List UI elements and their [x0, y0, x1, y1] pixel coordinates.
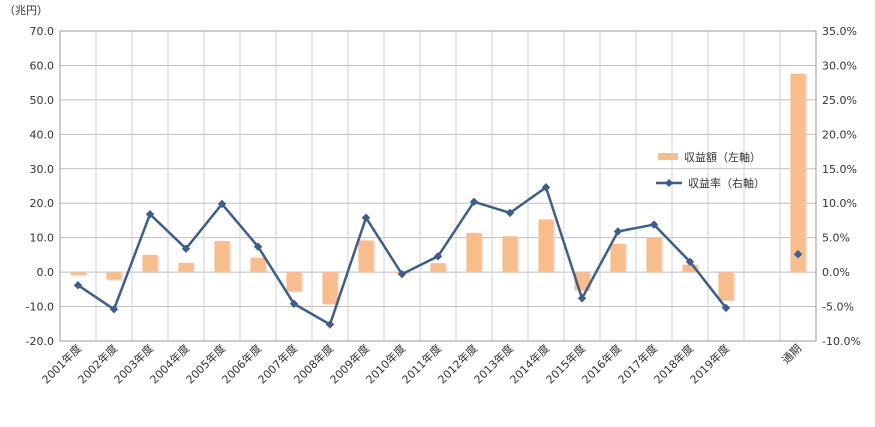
- right-tick-label: 35.0%: [822, 25, 857, 38]
- line-marker: [649, 220, 659, 229]
- legend-swatch-marker: [665, 179, 673, 187]
- right-tick-label: 15.0%: [822, 163, 857, 176]
- right-tick-label: 0.0%: [822, 266, 850, 279]
- left-tick-label: 30.0: [30, 163, 55, 176]
- bar: [502, 236, 518, 273]
- line-marker: [685, 257, 695, 266]
- line-marker: [613, 227, 623, 236]
- line-marker: [433, 252, 443, 261]
- line-marker: [361, 213, 371, 222]
- right-tick-label: -10.0%: [822, 335, 861, 348]
- line-marker: [73, 281, 83, 290]
- plot-frame: [59, 30, 817, 342]
- legend-label-bar: 収益額（左軸）: [684, 150, 761, 164]
- bar: [214, 241, 230, 273]
- gridlines: [59, 30, 817, 342]
- line-marker: [469, 197, 479, 207]
- bar: [610, 243, 626, 273]
- line-marker: [325, 320, 335, 329]
- left-tick-label: 70.0: [30, 25, 55, 38]
- right-tick-label: -5.0%: [822, 301, 854, 314]
- legend: 収益額（左軸） 収益率（右軸）: [656, 150, 765, 190]
- left-tick-label: 50.0: [30, 94, 55, 107]
- line-marker: [793, 250, 803, 259]
- line-marker: [145, 210, 155, 219]
- line-marker: [721, 303, 731, 313]
- line-marker: [397, 269, 407, 279]
- bar: [286, 272, 302, 292]
- bar: [142, 254, 158, 273]
- bar: [790, 73, 806, 273]
- right-tick-label: 30.0%: [822, 59, 857, 72]
- bar: [430, 263, 446, 273]
- axes: -20.0 -10.0 0.0 10.0 20.0 30.0 40.0 50.0 60.0 70.…: [26, 25, 861, 386]
- line-marker: [181, 244, 191, 253]
- bar-series: [70, 73, 808, 306]
- line-marker: [289, 299, 299, 308]
- bar: [178, 262, 194, 273]
- right-tick-label: 20.0%: [822, 128, 857, 141]
- bar: [106, 272, 122, 280]
- bar: [358, 240, 374, 273]
- bar: [646, 237, 662, 273]
- category-label: 通期: [779, 342, 804, 367]
- right-tick-label: 5.0%: [822, 232, 850, 245]
- legend-label-line: 収益率（右軸）: [688, 176, 765, 190]
- bar: [250, 257, 266, 273]
- line-marker: [253, 242, 263, 251]
- right-tick-label: 25.0%: [822, 94, 857, 107]
- bar: [70, 272, 86, 275]
- line-marker: [217, 199, 227, 209]
- line-marker: [505, 208, 515, 218]
- bar: [538, 219, 554, 273]
- legend-swatch-bar: [658, 153, 678, 160]
- left-tick-label: 60.0: [30, 59, 55, 72]
- line-series: [73, 183, 803, 329]
- right-tick-label: 10.0%: [822, 197, 857, 210]
- left-tick-label: 40.0: [30, 128, 55, 141]
- line-marker: [541, 183, 551, 192]
- line-marker: [109, 305, 119, 314]
- left-tick-label: 10.0: [30, 232, 55, 245]
- y-unit-label: （兆円）: [4, 4, 48, 17]
- bar: [682, 264, 698, 273]
- bar: [466, 232, 482, 273]
- left-tick-label: -10.0: [26, 301, 54, 314]
- line-path: [77, 185, 727, 327]
- bar: [718, 272, 734, 301]
- left-tick-label: 20.0: [30, 197, 55, 210]
- line-marker: [577, 294, 587, 303]
- left-tick-label: -20.0: [26, 335, 54, 348]
- left-tick-label: 0.0: [37, 266, 55, 279]
- bar: [322, 272, 338, 305]
- category-label: 2019年度: [687, 341, 732, 386]
